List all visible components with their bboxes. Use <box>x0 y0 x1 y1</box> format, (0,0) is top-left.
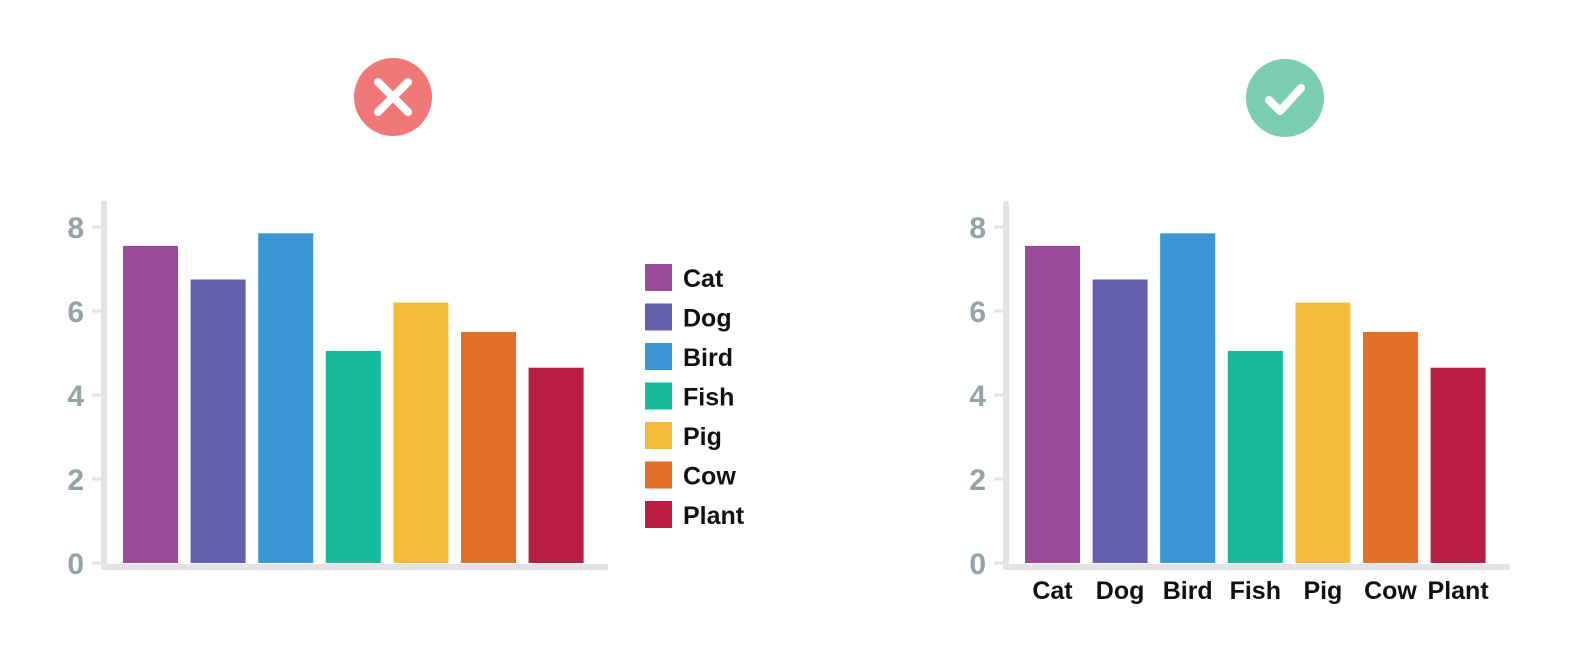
bar-dog <box>190 279 246 563</box>
y-tick-label: 8 <box>969 212 986 245</box>
bar-cat <box>123 245 178 563</box>
y-tick-label: 6 <box>969 296 986 329</box>
y-tick-label: 0 <box>67 548 84 581</box>
legend-swatch <box>645 303 672 331</box>
incorrect-badge <box>354 58 432 136</box>
bar-plant <box>528 367 584 563</box>
bar-pig <box>1295 302 1351 563</box>
check-mark-icon-stroke <box>1265 84 1305 115</box>
y-tick-label: 0 <box>969 548 986 581</box>
legend-swatch <box>645 461 672 489</box>
legend-swatch <box>645 264 672 291</box>
y-tick-label: 6 <box>67 296 84 329</box>
legend-label: Fish <box>683 384 734 412</box>
bar-cat <box>1025 245 1080 563</box>
x-tick-label: Bird <box>1163 577 1213 605</box>
bar-cow <box>461 332 516 563</box>
x-tick-label: Plant <box>1428 577 1490 605</box>
x-tick-label: Fish <box>1230 577 1281 605</box>
bar-fish <box>1227 350 1283 563</box>
legend-label: Cow <box>683 463 736 491</box>
bar-bird <box>1160 233 1216 564</box>
legend-label: Bird <box>683 344 733 372</box>
x-tick-label: Dog <box>1096 577 1145 605</box>
y-tick-label: 2 <box>969 464 986 497</box>
bar-chart-with-legend: 0 2 4 6 8 Cat Dog Bird Fish Pig Cow Plant <box>67 200 745 581</box>
bar-fish <box>325 350 381 563</box>
x-tick-label: Cat <box>1032 577 1073 605</box>
x-mark-icon-stroke <box>374 78 412 116</box>
legend-swatch <box>645 343 672 370</box>
legend-label: Cat <box>683 265 724 293</box>
bar-cow <box>1363 332 1418 563</box>
bar-chart-with-direct-labels: 0 2 4 6 8 Cat Dog Bird Fish Pig Cow Plant <box>969 200 1511 605</box>
legend-label: Pig <box>683 423 722 451</box>
y-tick-label: 2 <box>67 464 84 497</box>
legend-swatch <box>645 382 672 410</box>
check-mark-icon <box>1246 59 1324 137</box>
bar-pig <box>393 302 449 563</box>
x-tick-label: Cow <box>1364 577 1417 605</box>
y-tick-label: 4 <box>67 380 84 413</box>
y-tick-label: 8 <box>67 212 84 245</box>
correct-badge <box>1246 59 1324 137</box>
legend-label: Dog <box>683 305 732 333</box>
legend-label: Plant <box>683 502 745 530</box>
y-tick-label: 4 <box>969 380 986 413</box>
x-tick-label: Pig <box>1303 577 1342 605</box>
bar-plant <box>1430 367 1486 563</box>
bar-dog <box>1092 279 1148 563</box>
legend-swatch <box>645 501 672 528</box>
bar-bird <box>258 233 314 564</box>
legend: Cat Dog Bird Fish Pig Cow Plant <box>645 264 745 530</box>
legend-swatch <box>645 422 672 449</box>
